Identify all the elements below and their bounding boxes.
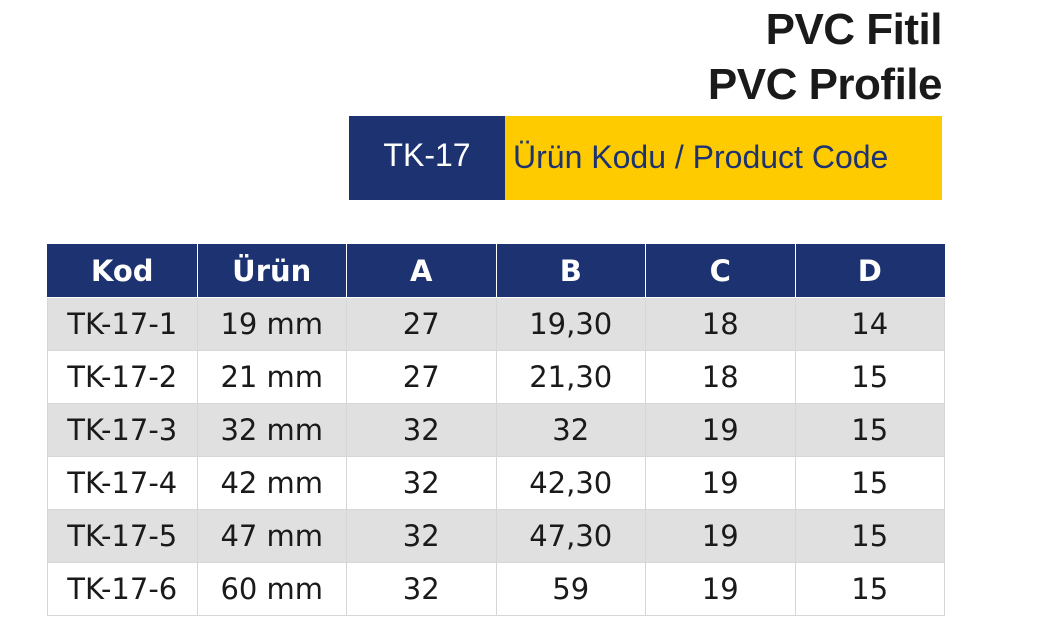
table-row: TK-17-6 60 mm 32 59 19 15	[47, 562, 945, 616]
cell-b: 32	[495, 403, 646, 457]
cell-d: 15	[794, 562, 945, 616]
header-kod: Kod	[47, 244, 198, 298]
cell-d: 14	[794, 297, 945, 351]
cell-d: 15	[794, 403, 945, 457]
cell-kod: TK-17-3	[47, 403, 198, 457]
spec-table-body: TK-17-1 19 mm 27 19,30 18 14 TK-17-2 21 …	[47, 297, 945, 616]
cell-b: 19,30	[495, 297, 646, 351]
header-a: A	[346, 244, 497, 298]
header-row: Kod Ürün A B C D	[47, 244, 945, 298]
header-d: D	[794, 244, 945, 298]
cell-urun: 19 mm	[196, 297, 347, 351]
cell-a: 32	[346, 562, 497, 616]
cell-c: 18	[645, 350, 796, 404]
cell-c: 18	[645, 297, 796, 351]
cell-c: 19	[645, 456, 796, 510]
table-row: TK-17-1 19 mm 27 19,30 18 14	[47, 297, 945, 351]
cell-urun: 42 mm	[196, 456, 347, 510]
cell-kod: TK-17-6	[47, 562, 198, 616]
cell-urun: 21 mm	[196, 350, 347, 404]
table-row: TK-17-4 42 mm 32 42,30 19 15	[47, 456, 945, 510]
cell-a: 32	[346, 403, 497, 457]
spec-table-header: Kod Ürün A B C D	[47, 244, 945, 298]
cell-b: 59	[495, 562, 646, 616]
cell-urun: 60 mm	[196, 562, 347, 616]
product-code-label: Ürün Kodu / Product Code	[505, 116, 942, 200]
header-b: B	[495, 244, 646, 298]
cell-c: 19	[645, 403, 796, 457]
cell-a: 27	[346, 350, 497, 404]
product-code: TK-17	[349, 116, 505, 200]
cell-d: 15	[794, 350, 945, 404]
cell-b: 42,30	[495, 456, 646, 510]
cell-c: 19	[645, 509, 796, 563]
cell-d: 15	[794, 456, 945, 510]
product-code-bar: TK-17 Ürün Kodu / Product Code	[349, 116, 942, 200]
cell-a: 27	[346, 297, 497, 351]
header-urun: Ürün	[196, 244, 347, 298]
table-row: TK-17-3 32 mm 32 32 19 15	[47, 403, 945, 457]
cell-kod: TK-17-1	[47, 297, 198, 351]
cell-a: 32	[346, 509, 497, 563]
cell-kod: TK-17-4	[47, 456, 198, 510]
cell-urun: 32 mm	[196, 403, 347, 457]
cell-a: 32	[346, 456, 497, 510]
table-row: TK-17-5 47 mm 32 47,30 19 15	[47, 509, 945, 563]
page-title-en: PVC Profile	[707, 60, 943, 109]
cell-urun: 47 mm	[196, 509, 347, 563]
cell-b: 21,30	[495, 350, 646, 404]
cell-b: 47,30	[495, 509, 646, 563]
spec-table: Kod Ürün A B C D TK-17-1 19 mm 27 19,30 …	[47, 244, 945, 616]
header-c: C	[645, 244, 796, 298]
cell-d: 15	[794, 509, 945, 563]
cell-kod: TK-17-5	[47, 509, 198, 563]
cell-kod: TK-17-2	[47, 350, 198, 404]
cell-c: 19	[645, 562, 796, 616]
table-row: TK-17-2 21 mm 27 21,30 18 15	[47, 350, 945, 404]
page-title-tr: PVC Fitil	[765, 5, 943, 54]
